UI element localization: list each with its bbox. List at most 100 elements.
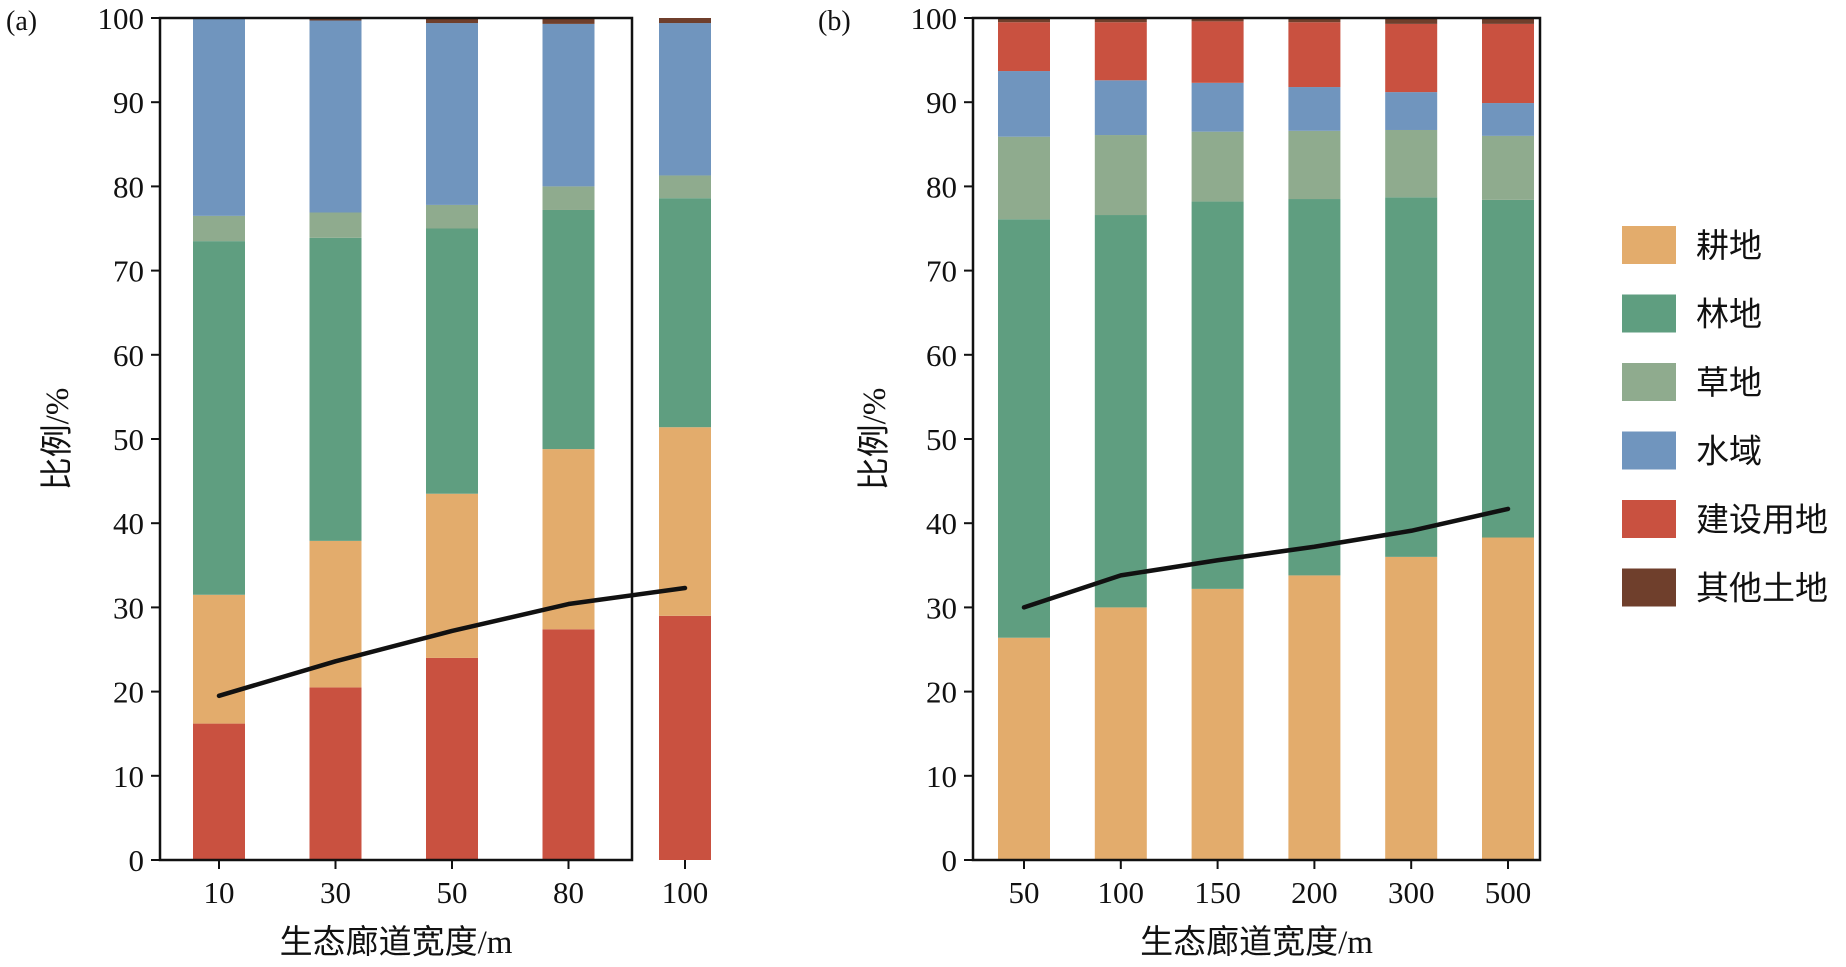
bar-segment [193,724,245,860]
legend-swatch [1622,432,1676,470]
bar-segment [1482,24,1534,103]
bar-segment [1192,589,1244,860]
axes-frame [973,18,1540,860]
bar-segment [1288,131,1340,199]
y-tick-label: 40 [113,506,144,541]
bar-segment [193,241,245,595]
x-tick-label: 500 [1485,875,1532,910]
x-axis-title: 生态廊道宽度/m [1140,924,1373,961]
bar-segment [426,229,478,494]
panel-label: (a) [6,6,37,37]
legend-label: 水域 [1696,434,1762,471]
bar-segment [426,23,478,205]
bar-segment [193,216,245,241]
x-tick-label: 50 [437,875,468,910]
y-axis-title: 比例/% [39,388,76,491]
bar-segment [1385,197,1437,557]
bar-segment [543,629,595,860]
bar-segment [426,205,478,229]
bar-segment [310,687,362,860]
x-tick-label: 30 [320,875,351,910]
bar-segment [1288,87,1340,131]
legend-label: 耕地 [1696,228,1762,265]
bar-segment [543,186,595,210]
y-tick-label: 50 [926,422,957,457]
bar-segment [543,210,595,449]
x-tick-label: 50 [1009,875,1040,910]
bar-segment [1385,130,1437,197]
bar-segment [998,638,1050,860]
y-tick-label: 10 [113,759,144,794]
y-tick-label: 50 [113,422,144,457]
y-tick-label: 30 [926,590,957,625]
y-axis-title: 比例/% [856,388,893,491]
legend-label: 林地 [1696,297,1762,334]
legend-label: 建设用地 [1696,502,1828,539]
y-tick-label: 70 [926,254,957,289]
y-tick-label: 80 [113,169,144,204]
y-tick-label: 40 [926,506,957,541]
x-tick-label: 100 [1098,875,1145,910]
legend-swatch [1622,363,1676,401]
x-tick-label: 200 [1291,875,1338,910]
bar-segment [1288,22,1340,87]
bar-segment [1482,538,1534,860]
legend-label: 其他土地 [1696,571,1828,608]
bar-segment [543,24,595,187]
bar-segment [1192,132,1244,202]
bar-segment [659,175,711,198]
x-tick-label: 300 [1388,875,1435,910]
bar-segment [659,616,711,860]
bar-segment [1095,135,1147,215]
bar-segment [1288,575,1340,860]
panel-label: (b) [818,6,851,37]
bar-segment [998,71,1050,137]
bar-segment [1095,80,1147,135]
x-axis-title: 生态廊道宽度/m [280,924,513,961]
bar-segment [1095,215,1147,607]
bar-segment [310,238,362,541]
bar-segment [659,23,711,175]
y-tick-label: 30 [113,590,144,625]
bar-segment [998,22,1050,71]
legend-swatch [1622,295,1676,333]
bar-segment [1288,199,1340,575]
bar-segment [998,219,1050,637]
y-tick-label: 0 [942,843,958,878]
bar-segment [193,595,245,724]
bar-segment [1095,22,1147,80]
bar-segment [1482,200,1534,538]
y-tick-label: 80 [926,169,957,204]
bar-segment [1482,136,1534,200]
y-tick-label: 10 [926,759,957,794]
legend-swatch [1622,500,1676,538]
y-tick-label: 100 [98,1,145,36]
y-tick-label: 60 [926,338,957,373]
x-tick-label: 10 [204,875,235,910]
bar-segment [310,21,362,213]
bar-segment [1192,83,1244,132]
x-tick-label: 150 [1194,875,1241,910]
x-tick-label: 100 [662,875,709,910]
bar-segment [426,658,478,860]
bar-segment [1385,24,1437,92]
y-tick-label: 100 [911,1,958,36]
y-tick-label: 70 [113,254,144,289]
x-tick-label: 80 [553,875,584,910]
bar-segment [1385,92,1437,130]
chart-panel-1: 0 10 20 30 40 50 60 70 80 90 100 50 100 150 200 300 500 生… [818,1,1540,961]
bar-segment [998,137,1050,220]
bar-segment [193,19,245,216]
legend-swatch [1622,569,1676,607]
bar-segment [1192,21,1244,82]
y-tick-label: 90 [926,85,957,120]
y-tick-label: 20 [926,675,957,710]
y-tick-label: 60 [113,338,144,373]
legend-label: 草地 [1696,365,1762,402]
bar-segment [310,213,362,238]
bar-segment [659,18,711,23]
